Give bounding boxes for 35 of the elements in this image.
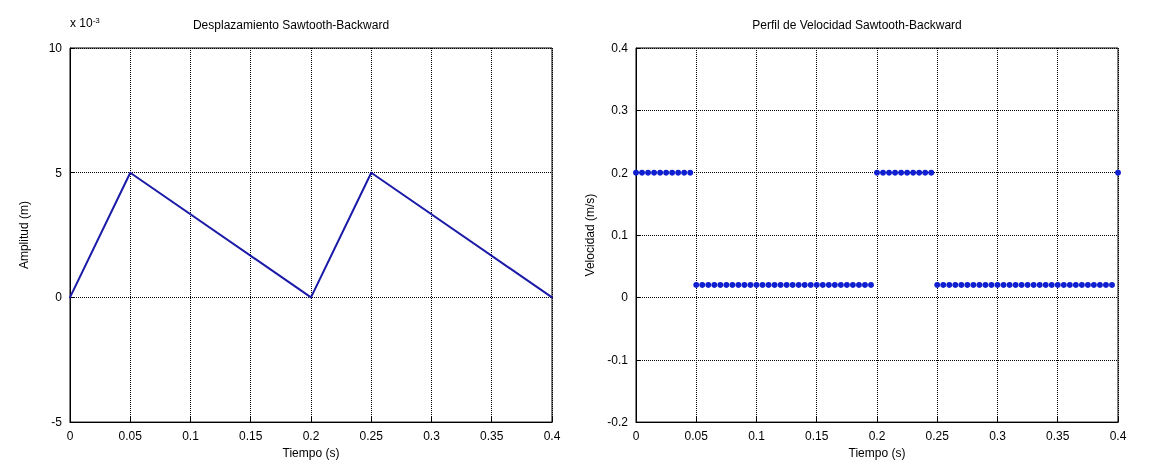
y-tick-label: 0.2 <box>611 165 629 180</box>
x-tick-label: 0.3 <box>423 429 441 444</box>
x-tick-label: 0.1 <box>182 429 200 444</box>
x-tick-label: 0.2 <box>302 429 320 444</box>
x-tick-label: 0.2 <box>868 429 886 444</box>
y-tick-label: -5 <box>51 415 63 430</box>
chart-title: Desplazamiento Sawtooth-Backward <box>192 18 390 32</box>
y-tick-label: 0 <box>621 290 629 305</box>
x-tick-label: 0.25 <box>359 429 384 444</box>
y-axis-title: Velocidad (m/s) <box>583 193 597 277</box>
x-tick-label: 0 <box>66 429 74 444</box>
y-tick-label: 10 <box>48 41 63 55</box>
x-tick-label: 0.15 <box>805 429 829 444</box>
x-tick-label: 0.05 <box>118 429 143 444</box>
x-axis-title: Tiempo (s) <box>282 446 340 460</box>
x-tick-label: 0.05 <box>684 429 709 444</box>
y-tick-label: -0.1 <box>607 352 629 367</box>
x-tick-label: 0.25 <box>925 429 950 444</box>
y-tick-label: 5 <box>55 165 63 180</box>
y-tick-label: -0.2 <box>607 415 629 430</box>
x-tick-label: 0.35 <box>1046 429 1070 444</box>
x-tick-label: 0.35 <box>480 429 504 444</box>
x-tick-label: 0.1 <box>748 429 766 444</box>
x-tick-label: 0.3 <box>989 429 1007 444</box>
x-tick-label: 0.4 <box>543 429 561 444</box>
y-tick-label: 0 <box>55 290 63 305</box>
y-tick-label: 0.3 <box>611 103 629 118</box>
x-axis-title: Tiempo (s) <box>848 446 906 460</box>
chart-title: Perfil de Velocidad Sawtooth-Backward <box>752 18 962 32</box>
x-tick-label: 0 <box>632 429 640 444</box>
y-axis-title: Amplitud (m) <box>17 201 31 270</box>
y-tick-label: 0.4 <box>611 41 629 55</box>
x-tick-label: 0.15 <box>239 429 263 444</box>
y-tick-label: 0.1 <box>611 228 629 243</box>
x-tick-label: 0.4 <box>1109 429 1127 444</box>
